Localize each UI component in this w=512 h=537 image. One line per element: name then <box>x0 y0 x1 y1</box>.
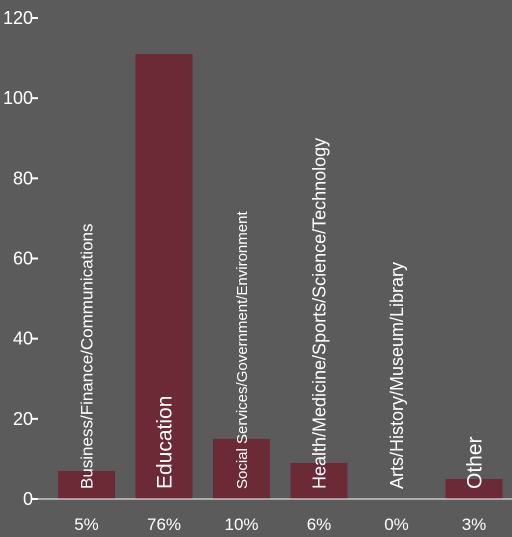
bar <box>213 438 270 499</box>
y-tick-label: 20 <box>13 409 33 429</box>
percent-label: 0% <box>384 515 409 534</box>
bar <box>445 478 503 499</box>
percent-label: 5% <box>74 515 99 534</box>
y-tick-label: 120 <box>3 8 33 28</box>
bar <box>135 54 193 499</box>
category-label: Business/Finance/Communications <box>78 223 97 489</box>
y-tick-label: 60 <box>13 249 33 269</box>
category-label: Other <box>464 436 487 489</box>
category-label: Education <box>154 396 177 489</box>
percent-label: 6% <box>307 515 332 534</box>
y-tick-label: 80 <box>13 168 33 188</box>
category-label: Health/Medicine/Sports/Science/Technolog… <box>309 138 329 489</box>
bar <box>58 470 115 499</box>
bar <box>290 462 348 499</box>
y-axis: 0 20 40 60 80 100 120 <box>3 8 38 509</box>
category-label: Arts/History/Museum/Library <box>387 262 407 489</box>
bars <box>58 54 503 499</box>
percent-label: 3% <box>462 515 487 534</box>
category-labels: Business/Finance/Communications Education… <box>78 138 487 489</box>
y-tick-label: 100 <box>3 88 33 108</box>
percent-labels: 5% 76% 10% 6% 0% 3% <box>74 515 486 534</box>
percent-label: 76% <box>147 515 181 534</box>
percent-label: 10% <box>224 515 258 534</box>
y-tick-label: 0 <box>23 489 33 509</box>
category-label: Social Services/Government/Environment <box>234 211 251 489</box>
y-tick-label: 40 <box>13 329 33 349</box>
